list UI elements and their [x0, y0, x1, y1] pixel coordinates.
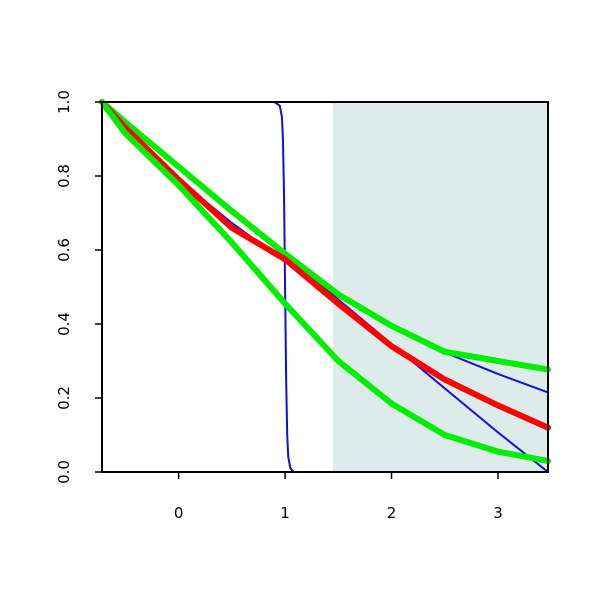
x-tick-label: 3 — [493, 504, 503, 522]
series-line-6 — [99, 99, 551, 464]
plot-frame — [101, 101, 549, 473]
x-tick-label: 0 — [174, 504, 184, 522]
y-tick-label: 0.2 — [55, 386, 73, 410]
y-tick-label: 0.0 — [55, 460, 73, 484]
axes-layer: 0 1 2 3 0.0 0.2 0.4 0.6 0.8 1.0 — [55, 90, 549, 522]
y-tick-label: 1.0 — [55, 90, 73, 114]
y-tick-label: 0.8 — [55, 164, 73, 188]
x-tick-label: 2 — [387, 504, 397, 522]
series-line-5 — [99, 99, 551, 431]
y-tick-label: 0.4 — [55, 312, 73, 336]
x-tick-label: 1 — [280, 504, 290, 522]
y-tick-label: 0.6 — [55, 238, 73, 262]
series-line-4 — [99, 99, 551, 373]
